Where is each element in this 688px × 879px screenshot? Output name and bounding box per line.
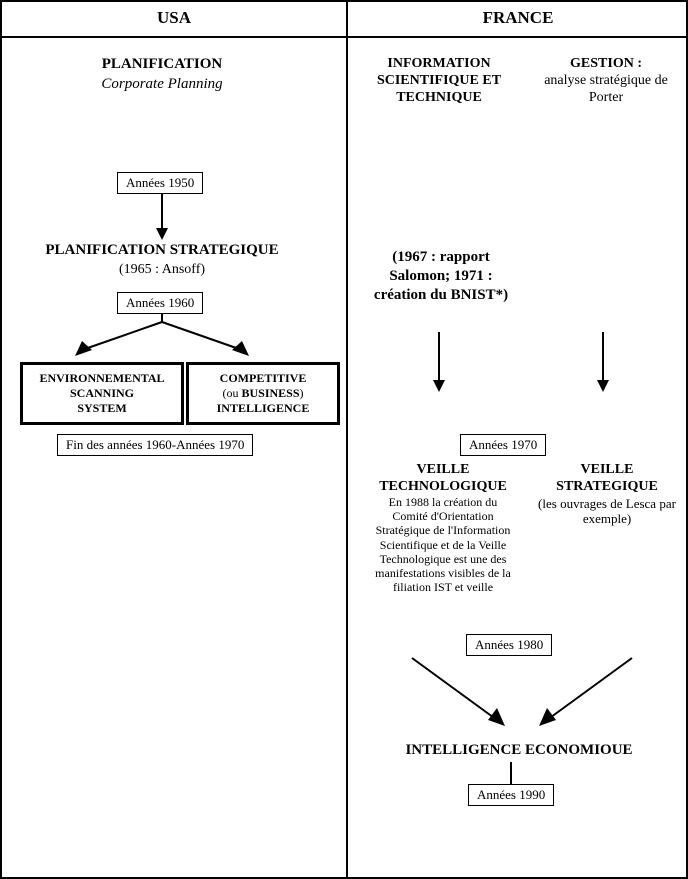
- box-1960: Années 1960: [117, 292, 203, 314]
- vt-b7: filiation IST et veille: [354, 580, 532, 594]
- vs-b2: exemple): [532, 511, 682, 527]
- vt-b1: En 1988 la création du: [354, 495, 532, 509]
- ie-title: INTELLIGENCE ECONOMIOUE: [354, 742, 684, 759]
- env-l3: SYSTEM: [27, 401, 177, 416]
- comp-l3: INTELLIGENCE: [193, 401, 333, 416]
- vt-b6: manifestations visibles de la: [354, 566, 532, 580]
- vt-b4: Scientifique et de la Veille: [354, 538, 532, 552]
- arrow-converge-ie: [352, 658, 688, 738]
- ist-l3: TECHNIQUE: [354, 90, 524, 107]
- gest-l1: GESTION :: [528, 56, 684, 73]
- rapport-block: (1967 : rapport Salomon; 1971 : création…: [358, 248, 524, 304]
- line-ie-1990: [510, 762, 512, 784]
- vs-t2: STRATEGIQUE: [532, 479, 682, 496]
- vt-b3: Stratégique de l'Information: [354, 523, 532, 537]
- box-env-scanning: ENVIRONNEMENTAL SCANNING SYSTEM: [20, 362, 184, 425]
- rapport-l1: (1967 : rapport: [358, 248, 524, 267]
- header-usa: USA: [2, 8, 346, 28]
- box-fin60: Fin des années 1960-Années 1970: [57, 434, 253, 456]
- rapport-l3: création du BNIST*): [358, 286, 524, 305]
- vs-b1: (les ouvrages de Lesca par: [532, 496, 682, 512]
- rapport-l2: Salomon; 1971 :: [358, 267, 524, 286]
- comp-l2: (ou BUSINESS): [193, 386, 333, 401]
- gestion-block: GESTION : analyse stratégique de Porter: [528, 56, 684, 106]
- box-1970: Années 1970: [460, 434, 546, 456]
- arrow-1950-strat: [161, 194, 163, 240]
- ist-l2: SCIENTIFIQUE ET: [354, 73, 524, 90]
- planif-sub: Corporate Planning: [32, 76, 292, 93]
- strat-title: PLANIFICATION STRATEGIQUE: [12, 242, 312, 259]
- gest-l3: Porter: [528, 90, 684, 107]
- box-competitive-int: COMPETITIVE (ou BUSINESS) INTELLIGENCE: [186, 362, 340, 425]
- arrow-split-usa: [2, 314, 342, 360]
- ist-l1: INFORMATION: [354, 56, 524, 73]
- ist-block: INFORMATION SCIENTIFIQUE ET TECHNIQUE: [354, 56, 524, 106]
- vt-b5: Technologique est une des: [354, 552, 532, 566]
- comp-l1: COMPETITIVE: [193, 371, 333, 386]
- box-1990: Années 1990: [468, 784, 554, 806]
- center-divider: [346, 2, 348, 877]
- vs-block: VEILLE STRATEGIQUE (les ouvrages de Lesc…: [532, 462, 682, 527]
- env-l2: SCANNING: [27, 386, 177, 401]
- arrow-gest-down: [602, 332, 604, 392]
- env-l1: ENVIRONNEMENTAL: [27, 371, 177, 386]
- box-1980: Années 1980: [466, 634, 552, 656]
- diagram-page: USA FRANCE PLANIFICATION Corporate Plann…: [0, 0, 688, 879]
- header-divider: [2, 36, 686, 38]
- vt-block: VEILLE TECHNOLOGIQUE En 1988 la création…: [354, 462, 532, 594]
- header-france: FRANCE: [346, 8, 688, 28]
- planif-title: PLANIFICATION: [32, 56, 292, 73]
- gest-l2: analyse stratégique de: [528, 73, 684, 90]
- arrow-ist-down: [438, 332, 440, 392]
- vs-t1: VEILLE: [532, 462, 682, 479]
- vt-b2: Comité d'Orientation: [354, 509, 532, 523]
- strat-sub: (1965 : Ansoff): [12, 262, 312, 278]
- vt-t2: TECHNOLOGIQUE: [354, 479, 532, 496]
- box-1950: Années 1950: [117, 172, 203, 194]
- vt-t1: VEILLE: [354, 462, 532, 479]
